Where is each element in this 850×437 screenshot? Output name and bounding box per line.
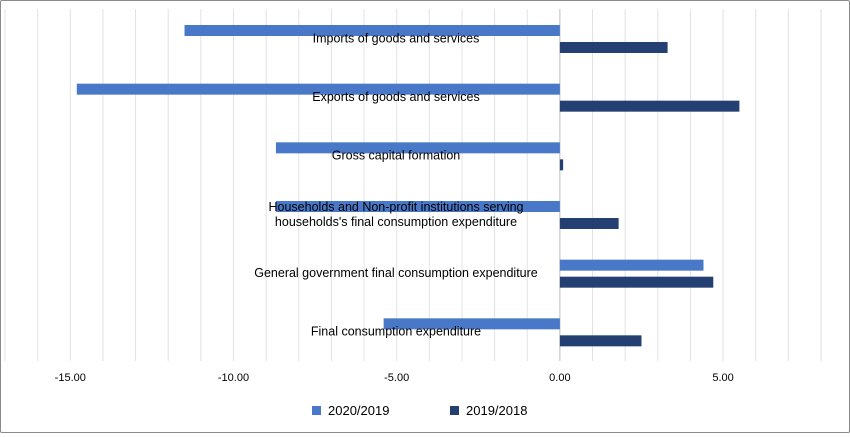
bar-fce-series-2 <box>559 335 642 347</box>
bar-gcf-series-2 <box>559 159 564 171</box>
bar-exports-series-1 <box>76 83 560 95</box>
x-tick-label: 5.00 <box>712 372 733 384</box>
bar-government-series-2 <box>559 276 714 288</box>
category-label-gcf: Gross capital formation <box>332 149 461 163</box>
category-label-government: General government final consumption exp… <box>254 266 538 280</box>
bar-imports-series-1 <box>184 25 560 36</box>
category-label-exports: Exports of goods and services <box>312 90 479 104</box>
bar-households-series-1 <box>275 201 560 212</box>
legend-swatch-2 <box>450 406 459 415</box>
legend-label-1: 2020/2019 <box>328 403 389 418</box>
category-label-imports: Imports of goods and services <box>313 31 480 45</box>
x-tick-label: -15.00 <box>55 372 86 384</box>
bar-gcf-series-1 <box>275 142 560 154</box>
legend-swatch-1 <box>312 406 321 415</box>
category-labels: Imports of goods and services Exports of … <box>254 31 538 338</box>
bar-government-series-1 <box>559 259 704 271</box>
bar-fce-series-1 <box>383 318 560 330</box>
x-tick-label: 0.00 <box>549 372 570 384</box>
gridlines <box>4 9 822 361</box>
legend: 2020/2019 2019/2018 <box>312 403 527 418</box>
category-label-households: Households and Non-profit institutions s… <box>269 200 524 229</box>
bar-exports-series-2 <box>559 100 740 112</box>
bar-imports-series-2 <box>559 42 668 53</box>
x-tick-label: -10.00 <box>218 372 249 384</box>
bar-households-series-2 <box>559 218 619 229</box>
legend-label-2: 2019/2018 <box>466 403 527 418</box>
bars <box>76 25 740 347</box>
x-tick-label: -5.00 <box>384 372 409 384</box>
category-label-fce: Final consumption expenditure <box>311 325 481 339</box>
x-axis-ticks: -15.00 -10.00 -5.00 0.00 5.00 <box>55 372 734 384</box>
